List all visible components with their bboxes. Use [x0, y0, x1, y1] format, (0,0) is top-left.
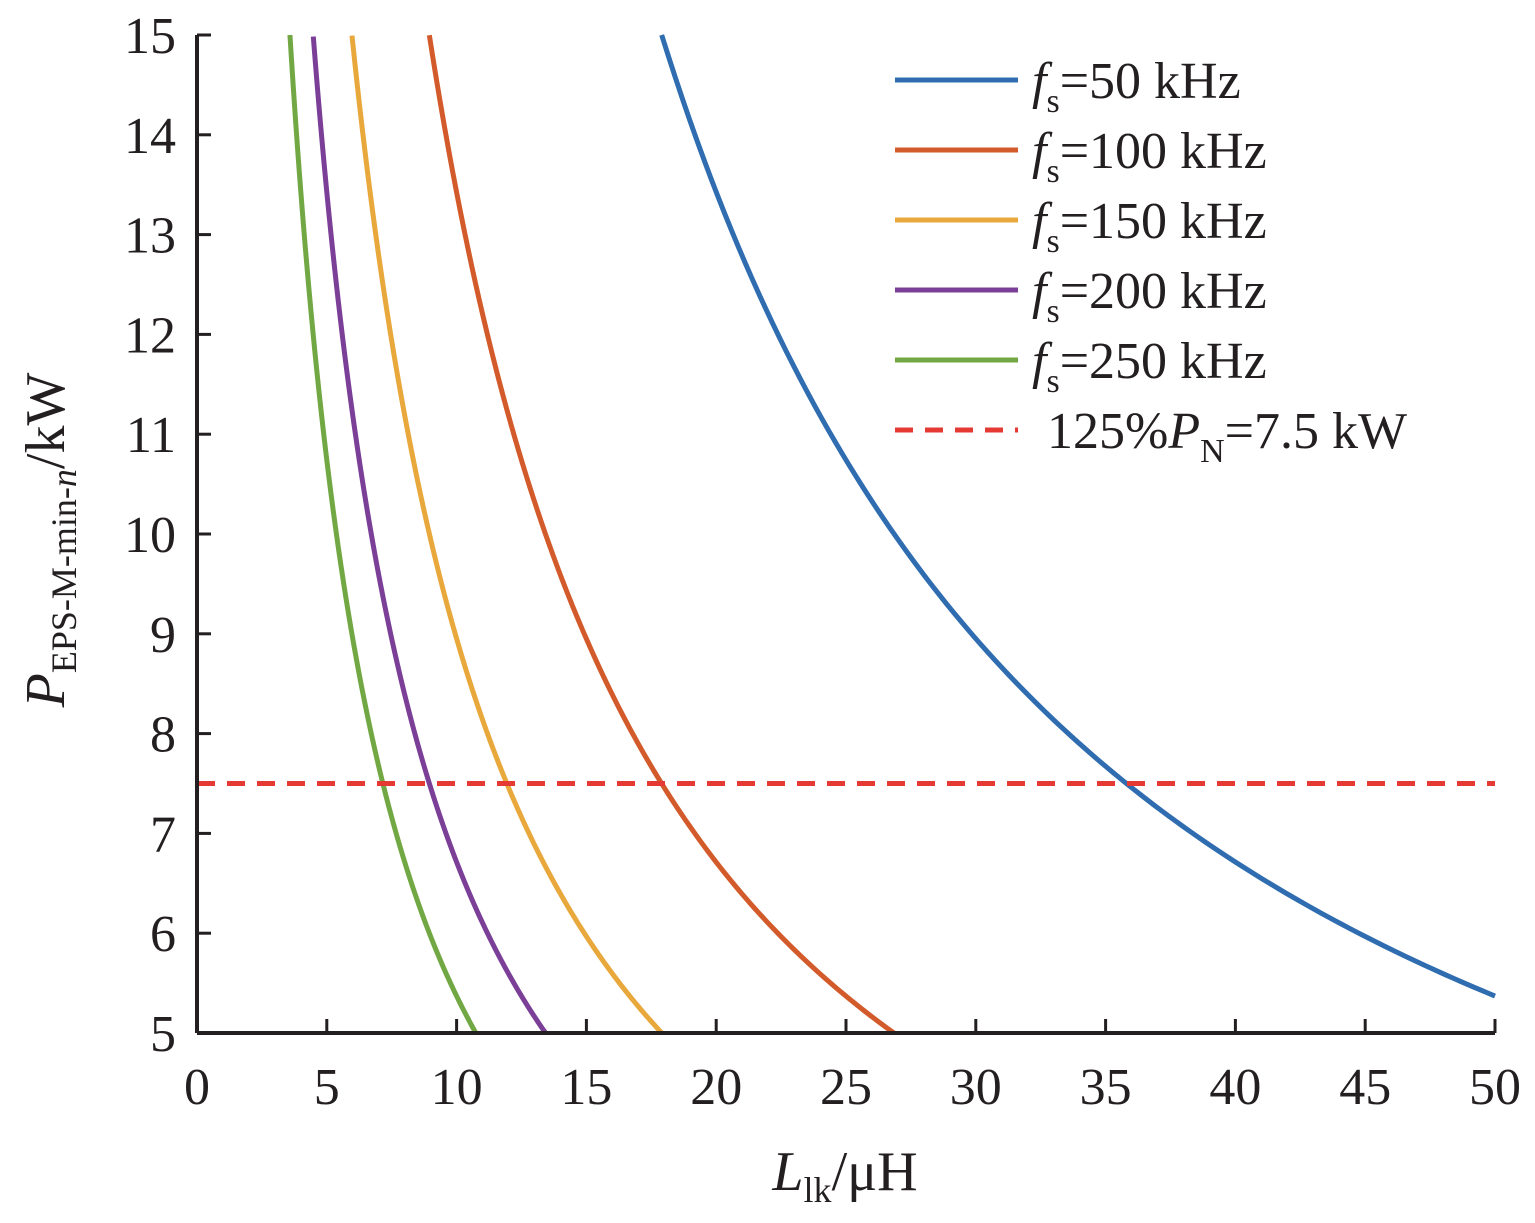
y-tick-label: 5 — [150, 1006, 176, 1063]
series-line-1 — [426, 34, 896, 1036]
legend-label-4: fs=250 kHz — [1032, 333, 1267, 400]
series-line-3 — [310, 36, 548, 1035]
series-line-4 — [287, 34, 478, 1035]
legend-label-2: fs=150 kHz — [1032, 193, 1267, 260]
y-tick-label: 12 — [124, 307, 176, 364]
y-tick-label: 8 — [150, 707, 176, 764]
y-tick-label: 10 — [124, 507, 176, 564]
series-line-2 — [349, 35, 664, 1035]
y-axis-label: PEPS-M-min-n/kW — [15, 373, 84, 709]
y-tick-label: 14 — [124, 108, 176, 165]
axes-layer — [195, 35, 1495, 1035]
x-tick-label: 35 — [1080, 1059, 1132, 1116]
legend-label-3: fs=200 kHz — [1032, 263, 1267, 330]
y-tick-label: 13 — [124, 208, 176, 265]
x-tick-label: 5 — [314, 1059, 340, 1116]
legend-label-0: fs=50 kHz — [1032, 53, 1241, 120]
x-tick-label: 30 — [950, 1059, 1002, 1116]
y-tick-label: 6 — [150, 906, 176, 963]
y-tick-label: 7 — [150, 806, 176, 863]
x-tick-label: 45 — [1339, 1059, 1391, 1116]
legend-label-5: 125%PN=7.5 kW — [1047, 403, 1407, 470]
series-layer — [197, 34, 1496, 1036]
y-tick-label: 15 — [124, 8, 176, 65]
x-axis-label: Llk/μH — [771, 1141, 917, 1210]
y-tick-label: 9 — [150, 607, 176, 664]
x-tick-label: 15 — [560, 1059, 612, 1116]
x-tick-label: 40 — [1209, 1059, 1261, 1116]
series-line-0 — [659, 34, 1496, 999]
x-tick-label: 0 — [184, 1059, 210, 1116]
x-tick-label: 20 — [690, 1059, 742, 1116]
x-tick-label: 50 — [1469, 1059, 1521, 1116]
x-tick-label: 10 — [431, 1059, 483, 1116]
x-tick-label: 25 — [820, 1059, 872, 1116]
y-tick-label: 11 — [126, 407, 176, 464]
legend-label-1: fs=100 kHz — [1032, 123, 1267, 190]
